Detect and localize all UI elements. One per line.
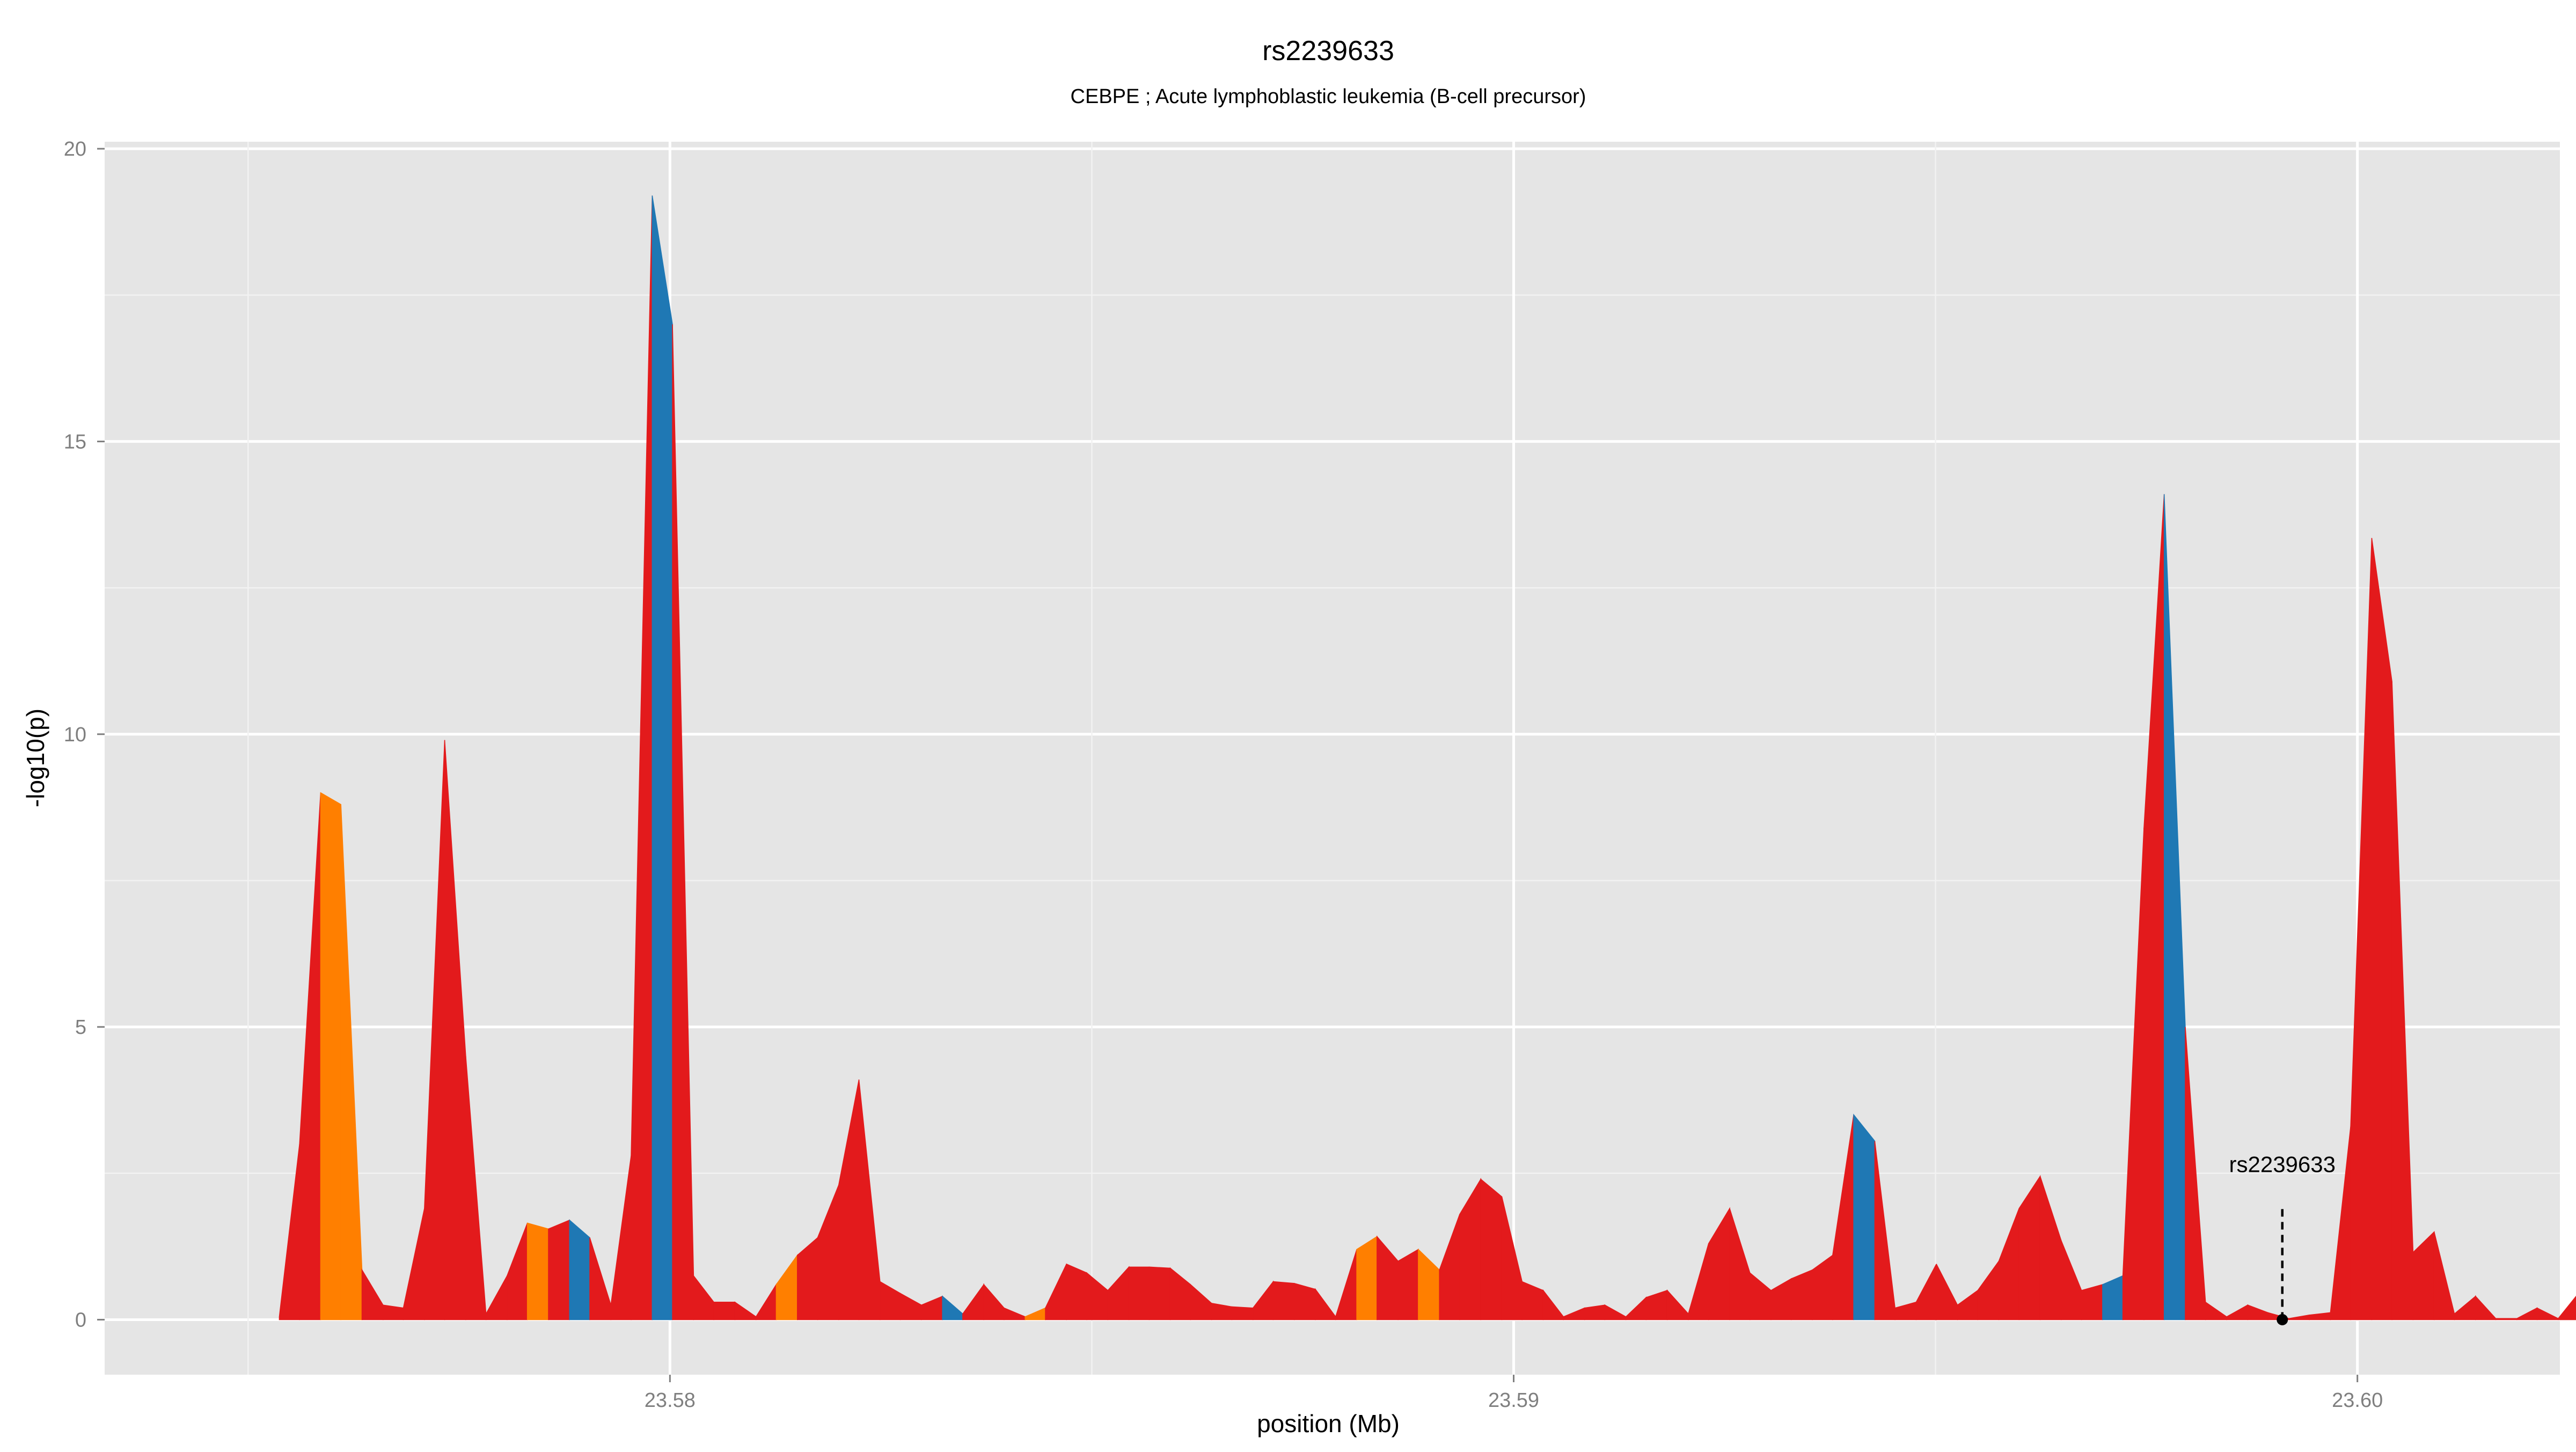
area-segment [526,1222,549,1320]
area-segment [1853,1113,1876,1320]
x-axis-label: position (Mb) [1257,1410,1400,1438]
area-segment [1231,1306,1254,1320]
area-segment [1356,1236,1378,1320]
area-segment [2558,1295,2576,1320]
area-segment [713,1302,736,1320]
annotation-marker [2277,1314,2288,1325]
area-segment [383,1304,404,1320]
area-segment [1272,1281,1295,1320]
area-segment [1294,1282,1316,1320]
x-tick-label: 23.60 [2332,1389,2383,1412]
area-segment [320,792,341,1320]
annotation-layer: rs2239633 [2229,1152,2336,1325]
area-segment [1480,1178,1503,1320]
y-tick-label: 0 [75,1309,86,1331]
area-segment [2081,1284,2103,1320]
area-segment [652,195,673,1320]
axis-layer: 0 5 10 15 20 23.58 23.59 23.60 [64,138,2383,1412]
area-segment [1791,1269,1813,1320]
y-tick-label: 15 [64,431,86,453]
area-segment [1148,1266,1171,1320]
y-tick-label: 10 [64,724,86,746]
x-tick-label: 23.59 [1488,1389,1539,1412]
annotation-label: rs2239633 [2229,1152,2336,1177]
area-segment [1584,1304,1606,1320]
area-layer [279,195,2576,1320]
chart-subtitle: CEBPE ; Acute lymphoblastic leukemia (B-… [1071,85,1586,108]
area-segment [1128,1266,1150,1320]
chart-title: rs2239633 [1262,35,1394,67]
x-tick-label: 23.58 [645,1389,696,1412]
y-axis-label: -log10(p) [21,709,49,807]
area-segment [1066,1263,1087,1320]
y-tick-label: 5 [75,1016,86,1039]
y-tick-label: 20 [64,138,86,160]
area-segment [2495,1318,2518,1320]
area-segment [548,1219,570,1320]
area-segment [1397,1249,1419,1320]
area-segment [569,1219,590,1320]
